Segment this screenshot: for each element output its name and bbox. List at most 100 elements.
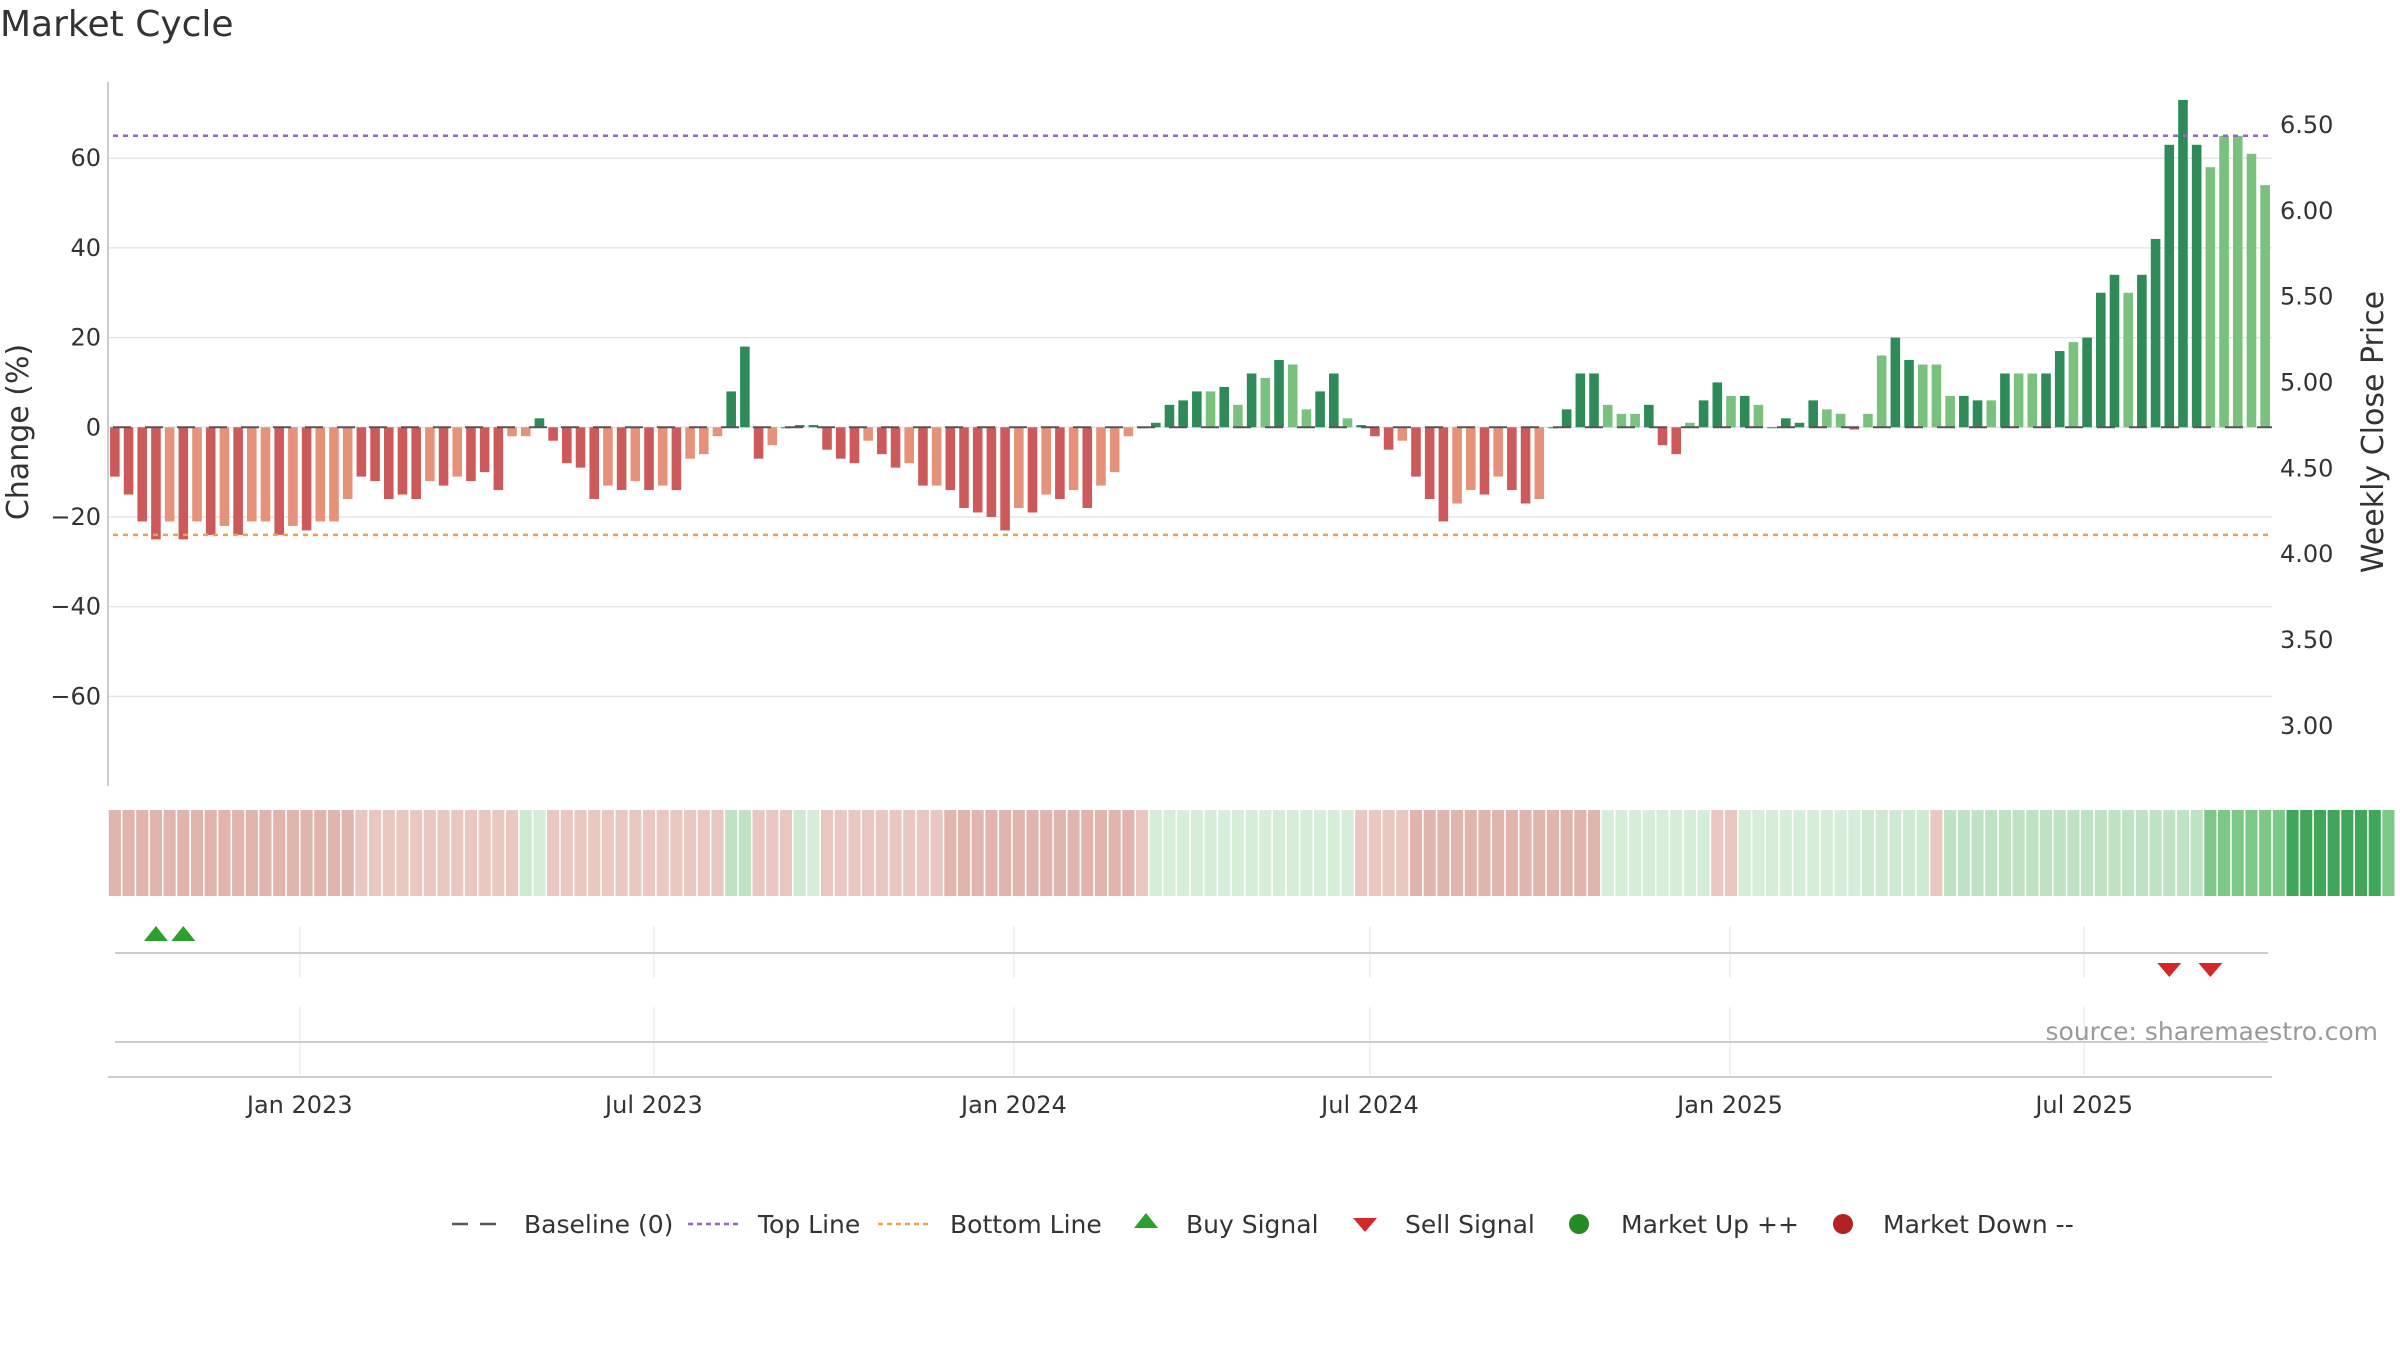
regime-cell xyxy=(451,810,464,896)
change-bar xyxy=(1178,400,1188,428)
change-bar xyxy=(110,427,120,477)
regime-cell xyxy=(136,810,149,896)
change-bar xyxy=(1698,400,1709,428)
change-bar xyxy=(904,427,915,464)
regime-cell xyxy=(2176,810,2190,896)
regime-cell xyxy=(519,810,532,896)
change-bar xyxy=(972,427,983,513)
change-bar xyxy=(2082,337,2092,428)
regime-cell xyxy=(793,810,806,896)
change-bar xyxy=(712,427,723,437)
regime-cell xyxy=(163,810,176,896)
change-bar xyxy=(1808,400,1818,428)
regime-cell xyxy=(1108,810,1121,896)
regime-cell xyxy=(2300,810,2313,896)
regime-cell xyxy=(2341,810,2354,896)
legend-label-market-up: Market Up ++ xyxy=(1621,1210,1799,1239)
change-bar xyxy=(2205,167,2216,428)
change-bar xyxy=(1904,360,1914,428)
change-bar xyxy=(1246,373,1257,428)
change-bar xyxy=(589,427,600,500)
regime-cell xyxy=(834,810,847,896)
change-bar xyxy=(192,427,202,522)
change-bar xyxy=(178,427,189,540)
regime-cell xyxy=(889,810,902,896)
regime-cell xyxy=(862,810,875,896)
regime-cell xyxy=(2053,810,2066,896)
change-bar xyxy=(616,427,627,491)
change-bar xyxy=(260,427,271,522)
change-bar xyxy=(2013,373,2024,428)
change-bar xyxy=(1534,427,1545,500)
regime-cell xyxy=(1122,810,1135,896)
regime-cell xyxy=(108,810,121,896)
change-bar xyxy=(1000,427,1010,531)
regime-cell xyxy=(1615,810,1628,896)
regime-cell xyxy=(971,810,984,896)
regime-cell xyxy=(1944,810,1957,896)
change-bar xyxy=(1397,427,1408,441)
legend-label-top-line: Top Line xyxy=(757,1210,860,1239)
change-bar xyxy=(698,427,709,455)
change-bar xyxy=(315,427,326,522)
change-bar xyxy=(1068,427,1079,491)
regime-cell xyxy=(1766,810,1779,896)
regime-cell xyxy=(1889,810,1902,896)
change-bar xyxy=(1520,427,1531,504)
regime-cell xyxy=(204,810,217,896)
regime-cell xyxy=(286,810,299,896)
change-bar xyxy=(2068,342,2079,428)
change-bar xyxy=(1452,427,1462,504)
change-bar xyxy=(438,427,449,486)
regime-cell xyxy=(2067,810,2080,896)
regime-cell xyxy=(725,810,738,896)
change-bar xyxy=(1630,413,1640,428)
regime-cell xyxy=(547,810,560,896)
change-bar xyxy=(1260,377,1271,428)
regime-cell xyxy=(218,810,231,896)
change-bar xyxy=(1616,413,1627,428)
regime-cell xyxy=(1136,810,1149,896)
regime-cell xyxy=(957,810,971,896)
regime-cell xyxy=(1724,810,1738,896)
change-bar xyxy=(493,427,504,491)
chart-title: Market Cycle xyxy=(0,4,234,45)
legend-label-baseline: Baseline (0) xyxy=(524,1210,673,1239)
y2-tick-label: 6.00 xyxy=(2280,197,2333,225)
change-bar xyxy=(1383,427,1394,450)
change-bar xyxy=(1424,427,1435,500)
change-bar xyxy=(1876,355,1887,428)
regime-cell xyxy=(369,810,382,896)
change-bar xyxy=(1411,427,1421,477)
regime-cell xyxy=(1656,810,1669,896)
change-bar xyxy=(1917,364,1928,428)
change-bar xyxy=(151,427,161,540)
regime-cell xyxy=(259,810,272,896)
change-bar xyxy=(575,427,586,468)
regime-cell xyxy=(1409,810,1423,896)
change-bar xyxy=(986,427,997,517)
change-bar xyxy=(479,427,490,473)
change-bar xyxy=(1082,427,1093,508)
change-bar xyxy=(1863,413,1873,428)
change-bar xyxy=(2096,292,2106,428)
regime-cell xyxy=(684,810,697,896)
buy-signal-icon xyxy=(1134,1213,1158,1228)
regime-cell xyxy=(985,810,998,896)
y2-tick-label: 3.50 xyxy=(2280,626,2333,654)
regime-cell xyxy=(2122,810,2135,896)
regime-cell xyxy=(410,810,423,896)
change-bar xyxy=(1780,418,1791,428)
change-bar xyxy=(1712,382,1723,428)
change-bar xyxy=(534,418,545,428)
regime-cell xyxy=(1163,810,1176,896)
regime-cell xyxy=(464,810,477,896)
change-bar xyxy=(342,427,353,500)
change-bar xyxy=(1465,427,1476,491)
regime-cell xyxy=(1834,810,1847,896)
change-bar xyxy=(1041,427,1051,495)
buy-signal-marker xyxy=(171,926,196,941)
change-bar xyxy=(959,427,969,508)
legend-item-bottom-line: Bottom Line xyxy=(878,1210,1102,1239)
change-bar xyxy=(1849,427,1860,430)
